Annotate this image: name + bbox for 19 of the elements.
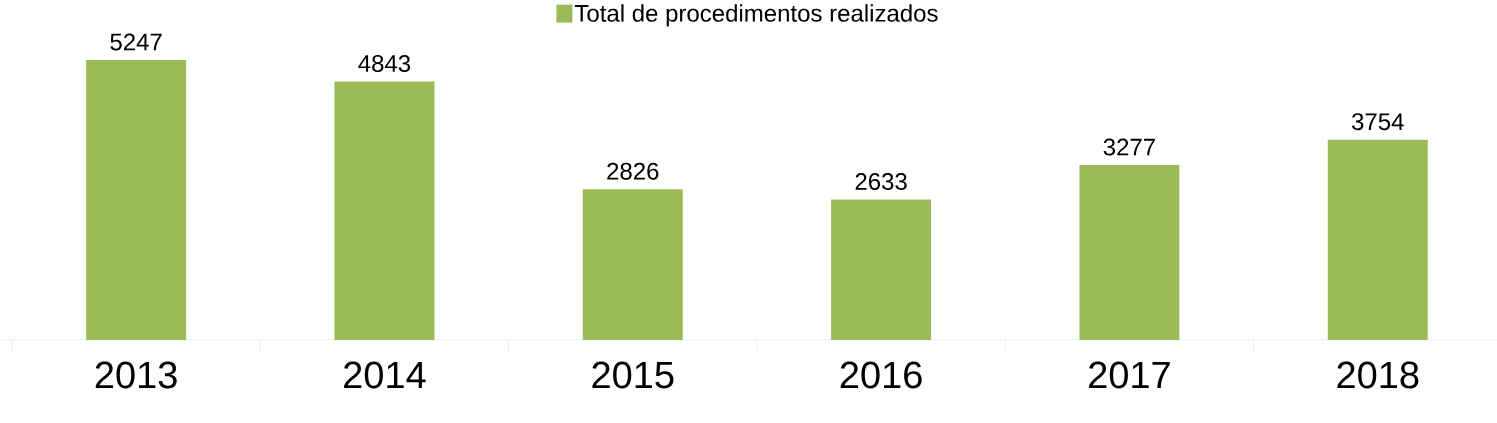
data-label: 3277	[1103, 138, 1155, 156]
x-tick-label: 2015	[592, 361, 674, 389]
x-tick-label: 2017	[1089, 361, 1170, 389]
x-tick-label: 2016	[840, 361, 922, 389]
x-tick-label: 2014	[344, 361, 426, 389]
data-label: 4843	[358, 55, 411, 73]
bar	[1327, 139, 1428, 340]
data-label: 3754	[1351, 113, 1404, 131]
x-tick-label: 2018	[1337, 361, 1419, 389]
bar	[86, 59, 187, 340]
legend-label: Total de procedimentos realizados	[574, 4, 938, 27]
data-label: 2633	[855, 172, 907, 190]
bar	[334, 81, 435, 340]
bar	[831, 199, 932, 340]
x-tick-label: 2013	[95, 361, 177, 389]
data-label: 2826	[607, 162, 659, 180]
bar	[1079, 165, 1180, 340]
data-label: 5247	[110, 33, 162, 51]
bar	[582, 189, 683, 340]
